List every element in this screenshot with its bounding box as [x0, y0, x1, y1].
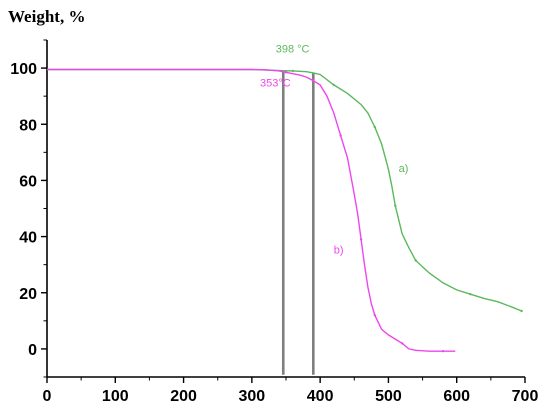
plot-area: a) 398 °C b) 353°C [47, 44, 523, 375]
y-tick-label: 80 [19, 117, 37, 134]
data-point [469, 292, 472, 296]
data-point [312, 79, 315, 82]
data-point [400, 342, 404, 345]
x-tick-label: 400 [307, 388, 334, 405]
y-tick-label: 100 [10, 61, 37, 78]
data-point [339, 134, 342, 137]
data-point [373, 125, 376, 129]
series-line-a [47, 68, 522, 312]
axes: 0 100 200 300 400 500 600 700 0 20 40 60 80 100 [10, 39, 539, 405]
x-tick-label: 100 [102, 388, 129, 405]
y-axis-label: Weight, % [8, 7, 85, 26]
y-tick-label: 0 [28, 342, 37, 359]
data-point [394, 204, 397, 207]
x-tick-label: 300 [239, 388, 266, 405]
onset-temperature-label: 353°C [260, 77, 291, 89]
data-point [291, 69, 295, 73]
x-tick-label: 700 [512, 388, 539, 405]
series-annotation: b) [334, 244, 344, 256]
onset-temperature-label: 398 °C [276, 44, 310, 56]
y-tick-label: 40 [19, 230, 37, 247]
data-point [332, 83, 335, 87]
x-tick-label: 200 [170, 388, 197, 405]
series-line-b [47, 68, 456, 352]
series-annotation: a) [399, 163, 409, 175]
y-tick-label: 60 [19, 173, 37, 190]
x-tick-label: 500 [375, 388, 402, 405]
data-point [520, 309, 523, 313]
y-tick-label: 20 [19, 286, 37, 303]
data-point [359, 238, 363, 241]
data-point [414, 259, 417, 262]
data-point [284, 71, 288, 74]
x-tick-label: 600 [443, 388, 470, 405]
data-point [373, 314, 376, 317]
x-tick-label: 0 [43, 388, 52, 405]
data-point [441, 349, 445, 353]
